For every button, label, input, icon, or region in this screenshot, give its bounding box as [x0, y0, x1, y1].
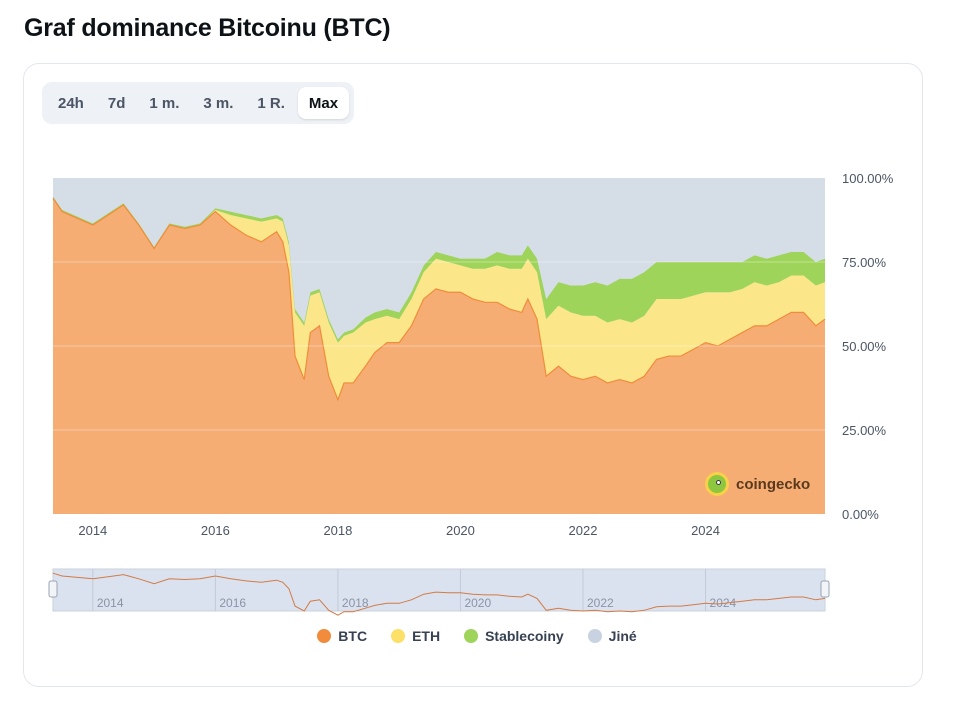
- coingecko-watermark: coingecko: [705, 472, 810, 496]
- x-tick-label: 2022: [569, 523, 598, 538]
- y-tick-label: 100.00%: [842, 171, 894, 186]
- x-tick-label: 2014: [78, 523, 107, 538]
- navigator-tick-label: 2014: [97, 596, 124, 610]
- y-tick-label: 25.00%: [842, 423, 887, 438]
- legend-marker-icon: [464, 629, 479, 643]
- legend-marker-icon: [317, 629, 332, 643]
- navigator-line: [52, 572, 826, 616]
- y-tick-label: 50.00%: [842, 339, 887, 354]
- range-button-1m[interactable]: 1 m.: [149, 94, 180, 112]
- x-axis: 2014 2016 2018 2020 2022 2024: [78, 523, 720, 538]
- range-button-1r[interactable]: 1 R.: [257, 94, 285, 112]
- x-tick-label: 2020: [446, 523, 475, 538]
- navigator-tick-label: 2020: [464, 596, 491, 610]
- other-area: [53, 178, 825, 340]
- watermark-text: coingecko: [736, 475, 811, 493]
- navigator-handle-right[interactable]: [820, 580, 830, 598]
- range-button-7d[interactable]: 7d: [107, 94, 126, 112]
- range-button-3m[interactable]: 3 m.: [203, 94, 234, 112]
- btc-area: [53, 198, 825, 514]
- time-range-selector: 24h 7d 1 m. 3 m. 1 R. Max: [42, 82, 355, 124]
- y-tick-label: 75.00%: [842, 255, 887, 270]
- legend-item-jiné[interactable]: Jiné: [587, 628, 637, 644]
- range-button-24h[interactable]: 24h: [58, 94, 84, 112]
- legend-item-stablecoiny[interactable]: Stablecoiny: [464, 628, 564, 644]
- legend-item-btc[interactable]: BTC: [317, 628, 367, 644]
- page-title: Graf dominance Bitcoinu (BTC): [24, 14, 391, 42]
- stablecoin-area: [53, 196, 825, 343]
- legend-item-eth[interactable]: ETH: [391, 628, 440, 644]
- legend-label: Jiné: [608, 628, 637, 644]
- y-tick-label: 0.00%: [842, 507, 879, 522]
- range-button-max[interactable]: Max: [297, 87, 350, 119]
- legend-label: ETH: [412, 628, 441, 644]
- legend-label: BTC: [338, 628, 368, 644]
- legend-label: Stablecoiny: [485, 628, 564, 644]
- chart-areas: [52, 178, 826, 514]
- range-navigator: 2014 2016 2018 2020 2022 2024: [48, 568, 830, 616]
- navigator-tick-label: 2022: [587, 596, 614, 610]
- y-axis: 0.00% 25.00% 50.00% 75.00% 100.00%: [842, 171, 894, 522]
- navigator-handle-left[interactable]: [48, 580, 58, 598]
- legend-marker-icon: [391, 629, 406, 643]
- chart-legend: BTC ETH Stablecoiny Jiné: [0, 628, 954, 644]
- btc-line: [52, 197, 826, 402]
- x-tick-label: 2018: [323, 523, 352, 538]
- navigator-tick-label: 2016: [219, 596, 246, 610]
- navigator-tick-label: 2018: [342, 596, 369, 610]
- legend-marker-icon: [587, 629, 602, 643]
- x-tick-label: 2016: [201, 523, 230, 538]
- coingecko-logo-icon: [705, 472, 729, 496]
- x-tick-label: 2024: [691, 523, 720, 538]
- eth-area: [53, 198, 825, 400]
